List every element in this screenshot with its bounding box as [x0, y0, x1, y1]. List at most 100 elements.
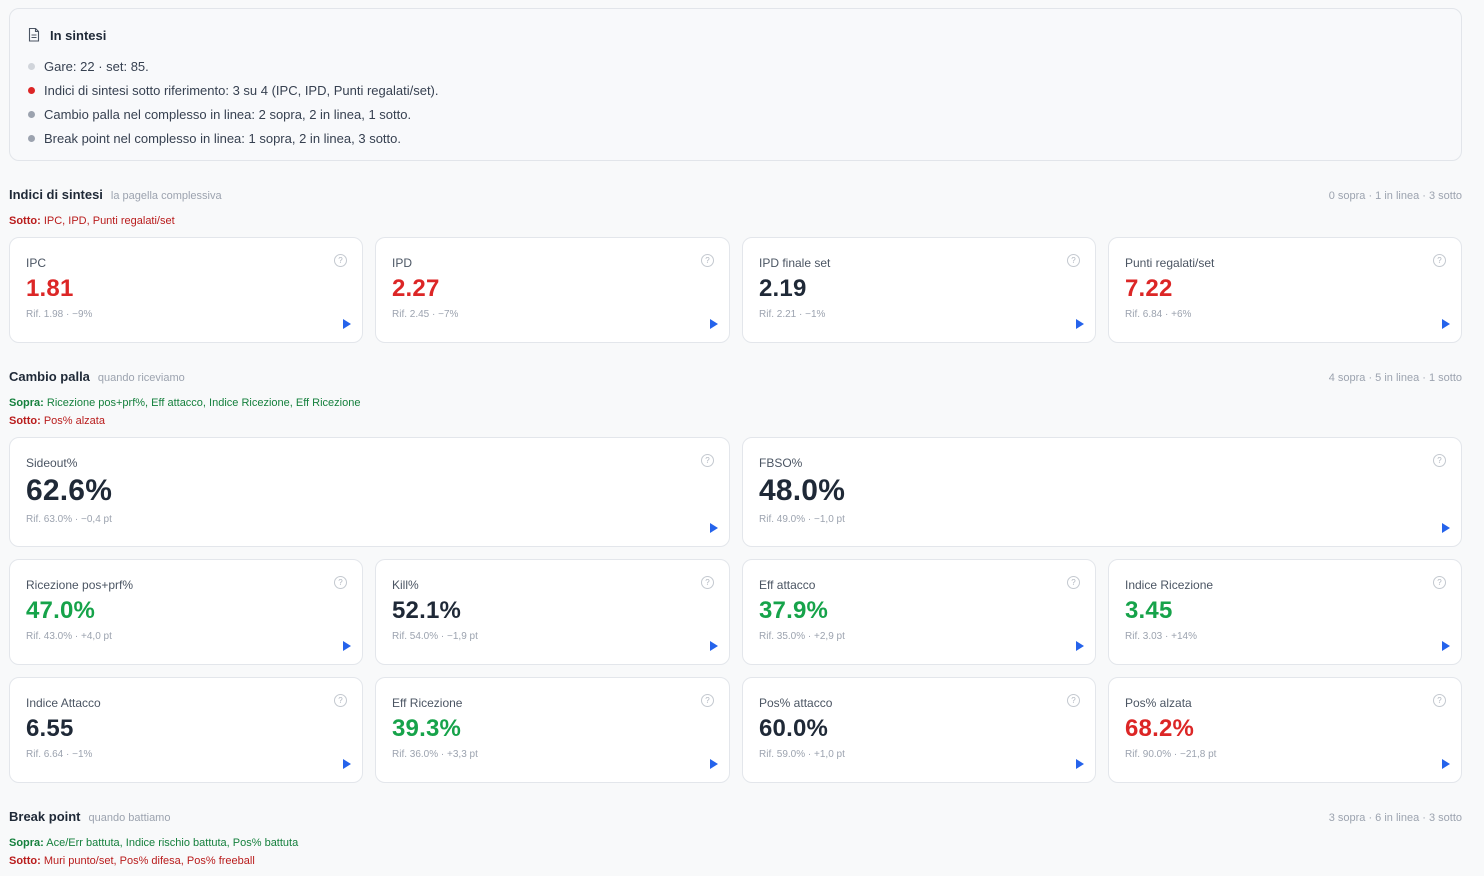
metric-reference: Rif. 49.0% · −1,0 pt: [759, 514, 845, 525]
summary-item: Break point nel complesso in linea: 1 so…: [28, 126, 1443, 150]
metric-value: 60.0%: [759, 715, 829, 742]
metric-value: 2.27: [392, 275, 440, 302]
play-icon[interactable]: [710, 523, 718, 533]
summary-item: Gare: 22 · set: 85.: [28, 54, 1443, 78]
metric-value: 62.6%: [26, 474, 113, 507]
metric-label: Sideout%: [26, 456, 78, 470]
metric-card-indice-ricezione[interactable]: Indice Ricezione 3.45 Rif. 3.03 · +14% ?: [1108, 559, 1462, 665]
sotto-label: Sotto:: [9, 215, 41, 227]
metric-value: 68.2%: [1125, 715, 1195, 742]
section-header-sintesi: Indici di sintesi la pagella complessiva…: [9, 187, 1462, 202]
metric-reference: Rif. 3.03 · +14%: [1125, 631, 1197, 642]
sopra-text: Ace/Err battuta, Indice rischio battuta,…: [46, 837, 299, 849]
metric-value: 3.45: [1125, 597, 1173, 624]
metric-label: Eff attacco: [759, 578, 816, 592]
metric-value: 37.9%: [759, 597, 829, 624]
section-subtitle: la pagella complessiva: [110, 190, 222, 202]
sotto-text: Pos% alzata: [43, 415, 105, 427]
help-icon[interactable]: ?: [1433, 454, 1446, 467]
metric-card-fbso[interactable]: FBSO% 48.0% Rif. 49.0% · −1,0 pt ?: [742, 437, 1462, 547]
sotto-text: IPC, IPD, Punti regalati/set: [43, 215, 175, 227]
play-icon[interactable]: [1442, 523, 1450, 533]
metric-card-kill[interactable]: Kill% 52.1% Rif. 54.0% · −1,9 pt ?: [375, 559, 730, 665]
metric-label: FBSO%: [759, 456, 803, 470]
help-icon[interactable]: ?: [701, 694, 714, 707]
play-icon[interactable]: [343, 319, 351, 329]
help-icon[interactable]: ?: [334, 254, 347, 267]
help-icon[interactable]: ?: [1067, 576, 1080, 589]
metric-label: Punti regalati/set: [1125, 256, 1215, 270]
status-dot-icon: [28, 86, 35, 94]
play-icon[interactable]: [1442, 641, 1450, 651]
help-icon[interactable]: ?: [701, 576, 714, 589]
metric-card-ipd-finale-set[interactable]: IPD finale set 2.19 Rif. 2.21 · −1% ?: [742, 237, 1096, 343]
play-icon[interactable]: [1076, 319, 1084, 329]
summary-item-text: Break point nel complesso in linea: 1 so…: [44, 130, 401, 146]
help-icon[interactable]: ?: [701, 254, 714, 267]
play-icon[interactable]: [1076, 759, 1084, 769]
summary-title: In sintesi: [50, 27, 107, 43]
summary-header: In sintesi: [28, 26, 1443, 44]
metric-label: Eff Ricezione: [392, 696, 463, 710]
metric-card-eff-ricezione[interactable]: Eff Ricezione 39.3% Rif. 36.0% · +3,3 pt…: [375, 677, 730, 783]
metric-value: 7.22: [1125, 275, 1173, 302]
play-icon[interactable]: [710, 641, 718, 651]
help-icon[interactable]: ?: [1433, 576, 1446, 589]
metric-card-eff-attacco[interactable]: Eff attacco 37.9% Rif. 35.0% · +2,9 pt ?: [742, 559, 1096, 665]
help-icon[interactable]: ?: [1067, 254, 1080, 267]
sopra-text: Ricezione pos+prf%, Eff attacco, Indice …: [46, 397, 361, 409]
metric-label: Pos% attacco: [759, 696, 833, 710]
metric-label: Indice Attacco: [26, 696, 101, 710]
play-icon[interactable]: [1442, 319, 1450, 329]
play-icon[interactable]: [1076, 641, 1084, 651]
sopra-label: Sopra:: [9, 837, 44, 849]
metric-reference: Rif. 6.84 · +6%: [1125, 309, 1192, 320]
metric-reference: Rif. 2.21 · −1%: [759, 309, 826, 320]
section-header-cambio-palla: Cambio palla quando riceviamo 4 sopra · …: [9, 369, 1462, 384]
metric-card-ricezione-pos[interactable]: Ricezione pos+prf% 47.0% Rif. 43.0% · +4…: [9, 559, 363, 665]
status-dot-icon: [28, 62, 35, 70]
metric-value: 6.55: [26, 715, 74, 742]
section-subtitle: quando riceviamo: [97, 372, 185, 384]
metric-card-sideout[interactable]: Sideout% 62.6% Rif. 63.0% · −0,4 pt ?: [9, 437, 730, 547]
metric-card-ipd[interactable]: IPD 2.27 Rif. 2.45 · −7% ?: [375, 237, 730, 343]
sotto-text: Muri punto/set, Pos% difesa, Pos% freeba…: [43, 855, 255, 867]
play-icon[interactable]: [710, 319, 718, 329]
metric-card-ipc[interactable]: IPC 1.81 Rif. 1.98 · −9% ?: [9, 237, 363, 343]
metric-reference: Rif. 63.0% · −0,4 pt: [26, 514, 112, 525]
metric-label: Indice Ricezione: [1125, 578, 1214, 592]
status-dot-icon: [28, 110, 35, 118]
sotto-line: Sotto: IPC, IPD, Punti regalati/set: [9, 215, 175, 227]
sopra-line: Sopra: Ricezione pos+prf%, Eff attacco, …: [9, 397, 360, 409]
section-count: 0 sopra · 1 in linea · 3 sotto: [1328, 190, 1462, 202]
metric-card-pos-attacco[interactable]: Pos% attacco 60.0% Rif. 59.0% · +1,0 pt …: [742, 677, 1096, 783]
section-subtitle: quando battiamo: [88, 812, 171, 824]
help-icon[interactable]: ?: [1067, 694, 1080, 707]
metric-label: IPC: [26, 256, 47, 270]
metric-reference: Rif. 59.0% · +1,0 pt: [759, 749, 845, 760]
sotto-line: Sotto: Muri punto/set, Pos% difesa, Pos%…: [9, 855, 255, 867]
metric-card-pos-alzata[interactable]: Pos% alzata 68.2% Rif. 90.0% · −21,8 pt …: [1108, 677, 1462, 783]
sotto-label: Sotto:: [9, 415, 41, 427]
play-icon[interactable]: [1442, 759, 1450, 769]
help-icon[interactable]: ?: [334, 576, 347, 589]
play-icon[interactable]: [343, 759, 351, 769]
metric-value: 47.0%: [26, 597, 96, 624]
play-icon[interactable]: [343, 641, 351, 651]
metric-card-punti-regalati[interactable]: Punti regalati/set 7.22 Rif. 6.84 · +6% …: [1108, 237, 1462, 343]
section-title: Cambio palla: [9, 369, 90, 384]
metric-reference: Rif. 6.64 · −1%: [26, 749, 93, 760]
summary-item-text: Indici di sintesi sotto riferimento: 3 s…: [44, 82, 439, 98]
help-icon[interactable]: ?: [334, 694, 347, 707]
help-icon[interactable]: ?: [1433, 254, 1446, 267]
summary-list: Gare: 22 · set: 85. Indici di sintesi so…: [28, 54, 1443, 150]
play-icon[interactable]: [710, 759, 718, 769]
help-icon[interactable]: ?: [1433, 694, 1446, 707]
help-icon[interactable]: ?: [701, 454, 714, 467]
metric-card-indice-attacco[interactable]: Indice Attacco 6.55 Rif. 6.64 · −1% ?: [9, 677, 363, 783]
metric-label: Ricezione pos+prf%: [26, 578, 134, 592]
summary-panel: In sintesi Gare: 22 · set: 85. Indici di…: [9, 8, 1462, 161]
section-count: 4 sopra · 5 in linea · 1 sotto: [1328, 372, 1462, 384]
metric-value: 2.19: [759, 275, 807, 302]
metric-reference: Rif. 43.0% · +4,0 pt: [26, 631, 112, 642]
